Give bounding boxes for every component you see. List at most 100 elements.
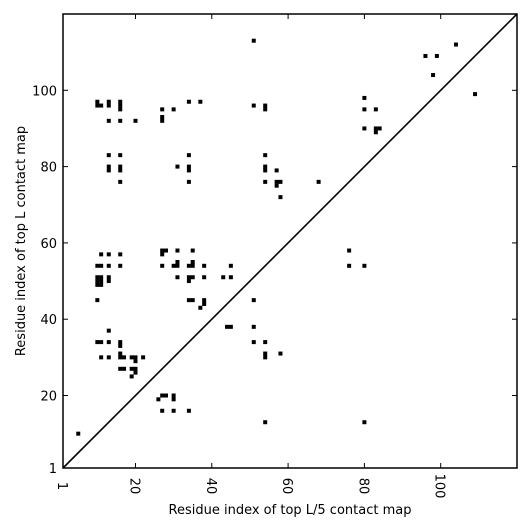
data-points (76, 38, 478, 436)
contact-point (186, 298, 191, 303)
contact-point (118, 168, 123, 173)
contact-point (278, 195, 283, 200)
contact-point (118, 252, 123, 257)
contact-point (118, 355, 123, 360)
contact-point (198, 305, 203, 310)
contact-point (190, 248, 195, 253)
contact-point (347, 248, 352, 253)
contact-point (118, 164, 123, 169)
contact-point (118, 103, 123, 108)
contact-point (263, 164, 268, 169)
contact-point (118, 343, 123, 348)
contact-point (160, 248, 165, 253)
contact-point (160, 408, 165, 413)
contact-point (186, 275, 191, 280)
contact-point (225, 324, 230, 329)
contact-point (122, 366, 127, 371)
contact-point (106, 275, 111, 280)
contact-point (473, 92, 478, 97)
contact-point (362, 95, 367, 100)
contact-point (99, 340, 104, 345)
contact-point (164, 248, 169, 253)
contact-point (129, 374, 134, 379)
contact-point (106, 103, 111, 108)
contact-point (171, 408, 176, 413)
contact-point (263, 420, 268, 425)
contact-point (202, 298, 207, 303)
contact-point (118, 366, 123, 371)
contact-point (186, 263, 191, 268)
contact-point (95, 282, 100, 287)
contact-point (106, 279, 111, 284)
contact-point (251, 340, 256, 345)
contact-point (186, 99, 191, 104)
contact-point (198, 99, 203, 104)
contact-point (118, 263, 123, 268)
contact-point (453, 42, 458, 47)
contact-point (431, 73, 436, 78)
contact-point (95, 263, 100, 268)
contact-point (362, 420, 367, 425)
contact-point (251, 38, 256, 43)
contact-point (171, 107, 176, 112)
contact-point (133, 370, 138, 375)
y-axis-label: Residue index of top L contact map (14, 126, 29, 356)
contact-point (202, 301, 207, 306)
contact-point (221, 275, 226, 280)
contact-point (263, 103, 268, 108)
axis-ticks (62, 14, 517, 469)
diagonal-line (62, 13, 518, 469)
contact-point (122, 355, 127, 360)
contact-point (160, 393, 165, 398)
contact-point (99, 263, 104, 268)
y-tick-label: 40 (40, 313, 57, 328)
contact-point (99, 355, 104, 360)
contact-point (99, 279, 104, 284)
contact-point (171, 393, 176, 398)
x-tick-label: 80 (355, 478, 370, 495)
x-axis-label: Residue index of top L/5 contact map (169, 503, 412, 518)
contact-point (228, 324, 233, 329)
contact-point (263, 351, 268, 356)
contact-point (263, 107, 268, 112)
contact-point (133, 366, 138, 371)
contact-point (164, 393, 169, 398)
contact-point (133, 118, 138, 123)
contact-point (251, 298, 256, 303)
contact-point (106, 168, 111, 173)
contact-point (263, 355, 268, 360)
contact-point (202, 275, 207, 280)
contact-point (95, 103, 100, 108)
contact-point (160, 115, 165, 120)
contact-point (160, 107, 165, 112)
contact-point (95, 275, 100, 280)
contact-point (186, 164, 191, 169)
contact-point (118, 99, 123, 104)
contact-point (175, 248, 180, 253)
x-tick-label: 60 (279, 478, 294, 495)
y-tick-label: 60 (40, 237, 57, 252)
plot-frame (62, 13, 518, 469)
y-tick-label: 100 (32, 84, 57, 99)
contact-point (373, 130, 378, 135)
x-tick-label: 1 (54, 482, 69, 490)
contact-point (362, 263, 367, 268)
y-tick-label: 20 (40, 390, 57, 405)
contact-point (99, 103, 104, 108)
contact-point (160, 252, 165, 257)
contact-point (251, 103, 256, 108)
contact-point (263, 340, 268, 345)
contact-point (434, 53, 439, 58)
contact-point (278, 351, 283, 356)
contact-point (160, 263, 165, 268)
contact-point (106, 252, 111, 257)
contact-point (118, 340, 123, 345)
contact-point (190, 275, 195, 280)
contact-point (263, 179, 268, 184)
contact-point (347, 263, 352, 268)
contact-point (106, 328, 111, 333)
contact-point (175, 164, 180, 169)
contact-point (202, 263, 207, 268)
contact-point (362, 107, 367, 112)
